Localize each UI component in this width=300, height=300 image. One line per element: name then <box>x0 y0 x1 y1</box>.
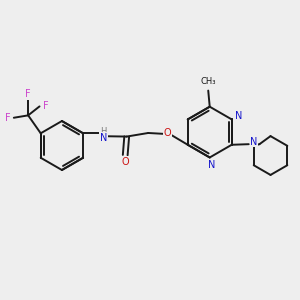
Text: CH₃: CH₃ <box>200 77 216 86</box>
Text: H: H <box>100 127 106 136</box>
Text: N: N <box>235 111 242 122</box>
Text: N: N <box>250 137 258 147</box>
Text: N: N <box>208 160 215 170</box>
Text: N: N <box>100 133 107 143</box>
Text: F: F <box>5 113 11 123</box>
Text: O: O <box>164 128 171 138</box>
Text: O: O <box>122 157 129 166</box>
Text: F: F <box>43 101 48 111</box>
Text: F: F <box>25 89 31 100</box>
